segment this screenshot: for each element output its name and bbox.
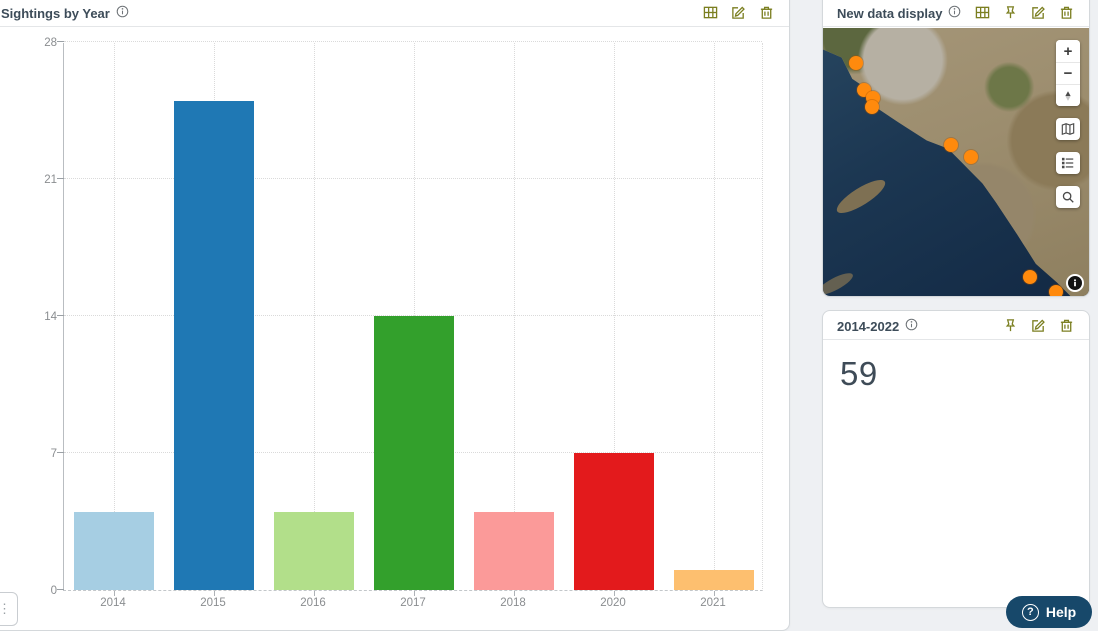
- bar-2015[interactable]: [174, 100, 254, 590]
- question-mark-icon: ?: [1021, 603, 1039, 621]
- sighting-point-marker[interactable]: [943, 137, 958, 152]
- bar-2014[interactable]: [74, 511, 154, 590]
- x-axis-label: 2021: [700, 597, 726, 609]
- gridline-x: [714, 43, 715, 590]
- x-axis-tick: [714, 591, 715, 596]
- x-axis-label: 2018: [500, 597, 526, 609]
- basemap-icon[interactable]: [1056, 118, 1080, 140]
- gridline-x: [614, 43, 615, 590]
- map-island: [823, 269, 856, 296]
- drag-handle-icon: ⋮: [0, 601, 11, 616]
- trash-icon[interactable]: [1058, 317, 1075, 334]
- x-axis-tick: [514, 591, 515, 596]
- y-axis-label: 28: [44, 37, 57, 49]
- y-axis-tick: [57, 315, 64, 316]
- bar-2018[interactable]: [474, 511, 554, 590]
- map-title-text: New data display: [837, 5, 943, 21]
- gridline-y: [64, 41, 762, 42]
- pin-icon[interactable]: [1002, 4, 1019, 21]
- x-axis-label: 2016: [300, 597, 326, 609]
- chart-panel-header: Sightings by Year: [0, 0, 789, 27]
- kpi-panel: 2014-2022 59: [822, 310, 1090, 608]
- zoom-in-button[interactable]: +: [1056, 40, 1080, 62]
- y-axis-label: 21: [44, 174, 57, 186]
- bar-2020[interactable]: [574, 453, 654, 590]
- pin-icon[interactable]: [1002, 317, 1019, 334]
- zoom-out-button[interactable]: −: [1056, 62, 1080, 84]
- zoom-control-group: + −: [1056, 40, 1080, 106]
- legend-icon[interactable]: [1056, 152, 1080, 174]
- edit-icon[interactable]: [1030, 317, 1047, 334]
- search-icon[interactable]: [1056, 186, 1080, 208]
- trash-icon[interactable]: [1058, 4, 1075, 21]
- bar-2021[interactable]: [674, 570, 754, 590]
- kpi-value: 59: [840, 355, 878, 392]
- chart-panel: Sightings by Year 0 7 14 21 28 2014 2015 2016 20…: [0, 0, 790, 631]
- info-icon[interactable]: [1066, 274, 1084, 292]
- map-controls: + −: [1056, 40, 1080, 208]
- info-icon[interactable]: [905, 318, 918, 334]
- map-panel-title: New data display: [837, 5, 961, 21]
- map-panel: New data display +: [822, 0, 1090, 297]
- x-axis-label: 2015: [200, 597, 226, 609]
- chart-panel-title: Sightings by Year: [1, 5, 129, 21]
- satellite-map[interactable]: + −: [823, 28, 1089, 296]
- bar-2017[interactable]: [374, 316, 454, 590]
- info-icon[interactable]: [116, 5, 129, 21]
- kpi-panel-header: 2014-2022: [823, 311, 1089, 340]
- bar-chart-plot: [57, 41, 763, 596]
- y-axis-tick: [57, 178, 64, 179]
- map-island: [832, 174, 890, 219]
- y-axis-tick: [57, 452, 64, 453]
- map-toolbar: [974, 4, 1075, 21]
- collapsed-panel-handle[interactable]: ⋮: [0, 592, 18, 626]
- x-axis-tick: [414, 591, 415, 596]
- sighting-point-marker[interactable]: [864, 99, 879, 114]
- y-axis-tick: [57, 41, 64, 42]
- kpi-toolbar: [1002, 317, 1075, 334]
- x-axis-label: 2014: [100, 597, 126, 609]
- map-land-area: [823, 28, 1089, 296]
- x-axis-tick: [214, 591, 215, 596]
- sighting-point-marker[interactable]: [1049, 284, 1064, 296]
- y-axis-label: 7: [50, 448, 57, 460]
- y-axis-tick: [57, 589, 64, 590]
- sighting-point-marker[interactable]: [848, 55, 863, 70]
- gridline-x: [114, 43, 115, 590]
- table-icon[interactable]: [974, 4, 991, 21]
- sighting-point-marker[interactable]: [1023, 270, 1038, 285]
- table-icon[interactable]: [702, 4, 719, 21]
- gridline-y: [64, 178, 762, 179]
- edit-icon[interactable]: [1030, 4, 1047, 21]
- trash-icon[interactable]: [758, 4, 775, 21]
- help-button[interactable]: ? Help: [1006, 596, 1092, 628]
- kpi-panel-title: 2014-2022: [837, 318, 918, 334]
- help-label: Help: [1045, 604, 1077, 620]
- kpi-title-text: 2014-2022: [837, 318, 900, 334]
- x-axis-label: 2020: [600, 597, 626, 609]
- x-axis-tick: [314, 591, 315, 596]
- edit-icon[interactable]: [730, 4, 747, 21]
- info-icon[interactable]: [948, 5, 961, 21]
- chart-title-text: Sightings by Year: [1, 5, 110, 21]
- chart-toolbar: [702, 4, 775, 21]
- map-panel-header: New data display: [823, 0, 1089, 27]
- gridline-x: [514, 43, 515, 590]
- bar-2016[interactable]: [274, 511, 354, 590]
- gridline-y: [64, 315, 762, 316]
- y-axis-label: 14: [44, 311, 57, 323]
- x-axis-label: 2017: [400, 597, 426, 609]
- sighting-point-marker[interactable]: [963, 149, 978, 164]
- y-axis-label: 0: [50, 585, 57, 597]
- compass-icon[interactable]: [1056, 84, 1080, 106]
- gridline-x: [314, 43, 315, 590]
- x-axis-tick: [114, 591, 115, 596]
- x-axis-tick: [614, 591, 615, 596]
